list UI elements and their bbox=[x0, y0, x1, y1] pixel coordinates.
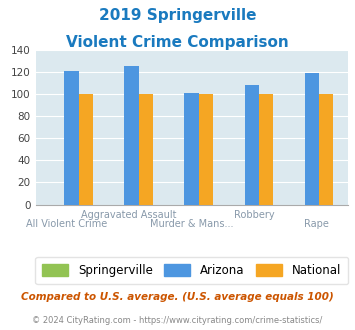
Text: Compared to U.S. average. (U.S. average equals 100): Compared to U.S. average. (U.S. average … bbox=[21, 292, 334, 302]
Bar bbox=[259, 94, 273, 205]
Legend: Springerville, Arizona, National: Springerville, Arizona, National bbox=[35, 257, 348, 284]
Text: Murder & Mans...: Murder & Mans... bbox=[150, 219, 234, 229]
Text: Robbery: Robbery bbox=[234, 210, 274, 219]
Bar bbox=[124, 66, 139, 205]
Bar bbox=[199, 94, 213, 205]
Text: All Violent Crime: All Violent Crime bbox=[26, 219, 107, 229]
Bar bbox=[305, 73, 319, 205]
Text: Aggravated Assault: Aggravated Assault bbox=[81, 210, 177, 219]
Bar bbox=[319, 94, 333, 205]
Text: © 2024 CityRating.com - https://www.cityrating.com/crime-statistics/: © 2024 CityRating.com - https://www.city… bbox=[32, 316, 323, 325]
Bar bbox=[245, 85, 259, 205]
Text: 2019 Springerville: 2019 Springerville bbox=[99, 8, 256, 23]
Bar bbox=[185, 93, 199, 205]
Bar bbox=[64, 71, 79, 205]
Text: Rape: Rape bbox=[304, 219, 329, 229]
Bar bbox=[79, 94, 93, 205]
Text: Violent Crime Comparison: Violent Crime Comparison bbox=[66, 35, 289, 50]
Bar bbox=[139, 94, 153, 205]
